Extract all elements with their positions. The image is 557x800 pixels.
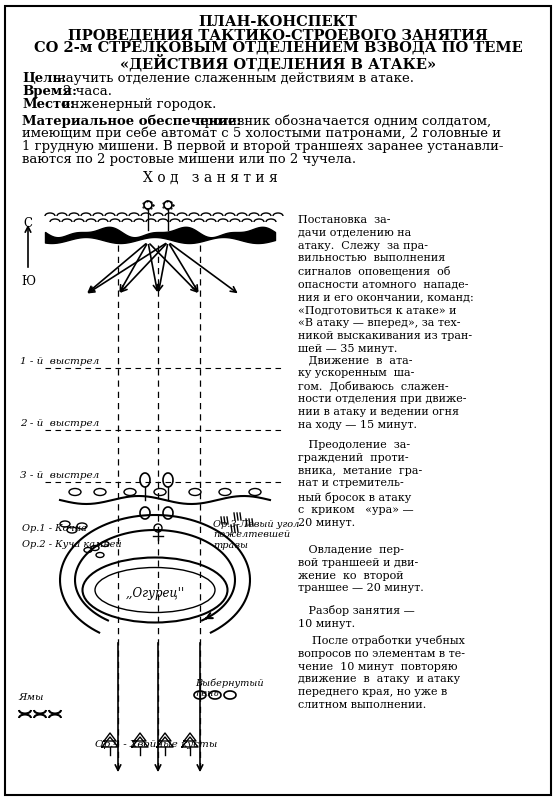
Text: Постановка  за-
дачи отделению на
атаку.  Слежу  за пра-
вильностью  выполнения
: Постановка за- дачи отделению на атаку. … [298,215,474,354]
Text: «ДЕЙСТВИЯ ОТДЕЛЕНИЯ В АТАКЕ»: «ДЕЙСТВИЯ ОТДЕЛЕНИЯ В АТАКЕ» [120,54,436,71]
Text: Овладение  пер-
вой траншеей и дви-
жение  ко  второй
траншее — 20 минут.: Овладение пер- вой траншеей и дви- жение… [298,545,424,594]
Text: Ор.2 - Куча камней: Ор.2 - Куча камней [22,540,121,549]
Text: 3 - й  выстрел: 3 - й выстрел [20,471,99,480]
Text: Ямы: Ямы [18,693,43,702]
Text: Место:: Место: [22,98,75,111]
Text: научить отделение слаженным действиям в атаке.: научить отделение слаженным действиям в … [57,72,414,85]
Text: 2 часа.: 2 часа. [63,85,112,98]
Text: СО 2-м СТРЕЛКОВЫМ ОТДЕЛЕНИЕМ ВЗВОДА ПО ТЕМЕ: СО 2-м СТРЕЛКОВЫМ ОТДЕЛЕНИЕМ ВЗВОДА ПО Т… [33,41,522,55]
Text: Ю: Ю [21,275,35,288]
Text: Движение  в  ата-
ку ускоренным  ша-
гом.  Добиваюсь  слажен-
ности отделения пр: Движение в ата- ку ускоренным ша- гом. Д… [298,355,467,430]
Text: Выбернутый
пень: Выбернутый пень [195,678,263,698]
Text: Ор.1 - Кочна: Ор.1 - Кочна [22,524,87,533]
Text: Цель:: Цель: [22,72,66,85]
Text: Преодоление  за-
граждений  проти-
вника,  метание  гра-
нат и стремитель-
ный б: Преодоление за- граждений проти- вника, … [298,440,422,528]
Text: имеющим при себе автомат с 5 холостыми патронами, 2 головные и: имеющим при себе автомат с 5 холостыми п… [22,127,501,141]
Text: 2 - й  выстрел: 2 - й выстрел [20,419,99,428]
Text: противник обозначается одним солдатом,: противник обозначается одним солдатом, [196,114,491,127]
Text: Х о д   з а н я т и я: Х о д з а н я т и я [143,171,277,185]
Text: ,,Огурец'': ,,Огурец'' [125,586,184,599]
Text: Ор.4 - Хвойные кусты: Ор.4 - Хвойные кусты [95,740,217,749]
Text: Время:: Время: [22,85,77,98]
Text: ПЛАН-КОНСПЕКТ: ПЛАН-КОНСПЕКТ [199,15,358,29]
Text: 1 грудную мишени. В первой и второй траншеях заранее устанавли-: 1 грудную мишени. В первой и второй тран… [22,140,504,153]
Text: С: С [23,217,32,230]
Text: ПРОВЕДЕНИЯ ТАКТИКО-СТРОЕВОГО ЗАНЯТИЯ: ПРОВЕДЕНИЯ ТАКТИКО-СТРОЕВОГО ЗАНЯТИЯ [68,28,488,42]
Text: 1 - й  выстрел: 1 - й выстрел [20,357,99,366]
Text: После отработки учебных
вопросов по элементам в те-
чение  10 минут  повторяю
дв: После отработки учебных вопросов по элем… [298,635,465,710]
Text: Разбор занятия —
10 минут.: Разбор занятия — 10 минут. [298,605,415,629]
Text: Материальное обеспечение:: Материальное обеспечение: [22,114,241,127]
Text: Ор.3-Левый угол
пожелтевшей
травы: Ор.3-Левый угол пожелтевшей травы [213,520,299,550]
Text: ваются по 2 ростовые мишени или по 2 чучела.: ваются по 2 ростовые мишени или по 2 чуч… [22,153,356,166]
Text: инженерный городок.: инженерный городок. [62,98,216,111]
